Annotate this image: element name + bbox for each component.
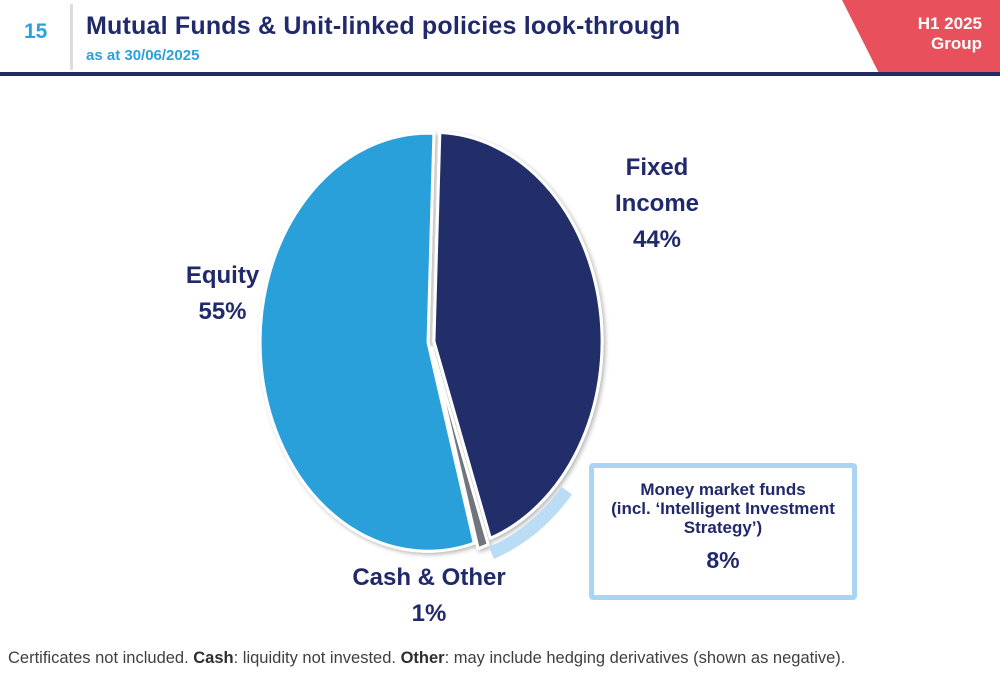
pie-slice-cash-other bbox=[430, 346, 490, 551]
report-badge: H1 2025 Group bbox=[842, 0, 1000, 72]
slice-name: Fixed Income bbox=[614, 154, 700, 217]
footnote-cash-term: Cash bbox=[193, 649, 234, 667]
callout-title: Money market funds (incl. ‘Intelligent I… bbox=[611, 480, 835, 537]
header-rule bbox=[0, 72, 1000, 76]
footnote-text: : may include hedging derivatives (shown… bbox=[444, 649, 846, 667]
slice-label-cash-other: Cash & Other 1% bbox=[318, 560, 540, 632]
slice-name: Equity bbox=[185, 262, 260, 289]
footnote-text: Certificates not included. bbox=[8, 649, 194, 667]
money-market-callout: Money market funds (incl. ‘Intelligent I… bbox=[589, 463, 857, 600]
footnote-text: : liquidity not invested. bbox=[233, 649, 401, 667]
badge-period: H1 2025 bbox=[917, 14, 982, 33]
slice-name: Cash & Other bbox=[352, 564, 506, 591]
slice-value: 44% bbox=[632, 226, 682, 253]
pie-slice-fixed-income bbox=[432, 130, 604, 540]
slice-value: 1% bbox=[411, 600, 447, 627]
callout-value: 8% bbox=[706, 547, 740, 573]
page-number: 15 bbox=[24, 20, 48, 43]
badge-scope: Group bbox=[931, 34, 982, 53]
money-market-highlight-arc bbox=[488, 486, 573, 559]
slice-label-equity: Equity 55% bbox=[140, 258, 305, 330]
footnote: Certificates not included. Cash: liquidi… bbox=[8, 649, 845, 668]
page-subtitle: as at 30/06/2025 bbox=[86, 47, 200, 64]
slice-label-fixed-income: Fixed Income 44% bbox=[572, 150, 742, 258]
footnote-other-term: Other bbox=[400, 649, 445, 667]
pie-slice-equity bbox=[258, 131, 476, 553]
slice-value: 55% bbox=[198, 298, 247, 325]
header-divider bbox=[70, 4, 73, 70]
page-title: Mutual Funds & Unit-linked policies look… bbox=[86, 12, 681, 40]
